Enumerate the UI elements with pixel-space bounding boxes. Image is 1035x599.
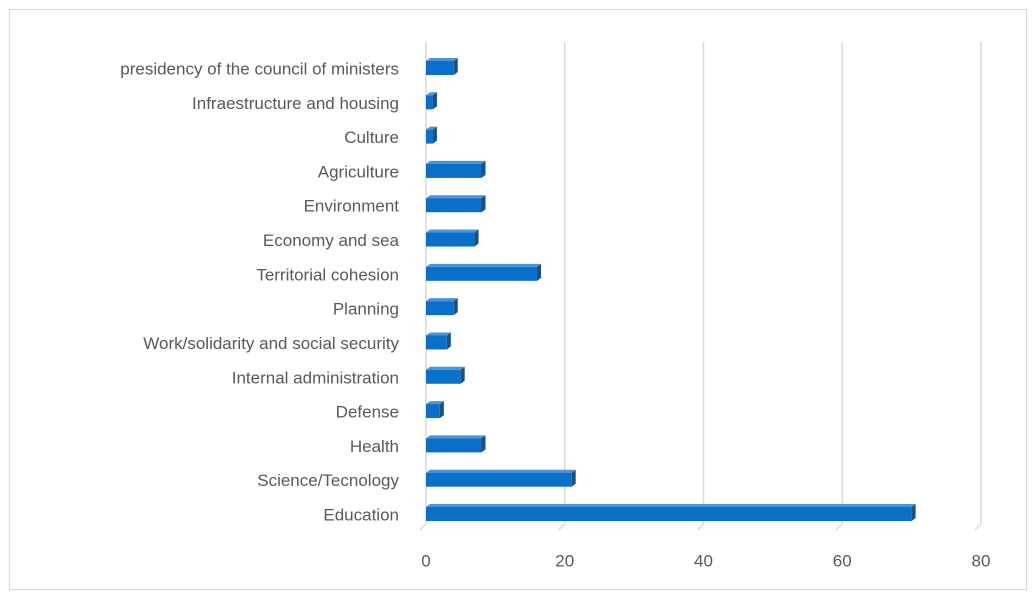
bar — [426, 332, 451, 350]
bar-top — [426, 401, 444, 405]
y-tick-label: Work/solidarity and social security — [143, 334, 399, 353]
bar-face — [426, 404, 440, 419]
bar-face — [426, 369, 461, 384]
bar-top — [426, 469, 576, 473]
bar-side — [460, 366, 465, 384]
bar-face — [426, 266, 537, 281]
y-tick-label: Health — [350, 437, 399, 456]
bar-face — [426, 61, 454, 75]
bar-top — [426, 160, 486, 164]
bar-face — [426, 507, 912, 521]
bar — [426, 160, 486, 178]
bar-top — [426, 195, 486, 199]
x-tick-label: 20 — [555, 551, 574, 570]
bar-top — [426, 92, 437, 96]
bar-top — [426, 263, 541, 267]
bar — [426, 298, 458, 316]
y-tick-label: Environment — [304, 197, 400, 216]
bar — [426, 126, 437, 144]
bar-top — [426, 126, 437, 130]
x-tick-label: 60 — [833, 551, 852, 570]
bar-side — [571, 469, 576, 487]
bar-top — [426, 504, 916, 507]
bar-side — [537, 263, 541, 281]
bar — [426, 504, 916, 521]
bar — [426, 195, 486, 213]
bar-side — [453, 58, 458, 75]
y-tick-label: Culture — [344, 128, 399, 147]
bar-top — [426, 332, 451, 336]
grid-foot — [558, 523, 566, 531]
bar-side — [481, 160, 486, 178]
bar-face — [426, 95, 433, 110]
y-tick-label: Agriculture — [318, 162, 399, 181]
y-tick-label: Internal administration — [232, 368, 399, 387]
bar — [426, 92, 437, 110]
x-tick-label: 80 — [972, 551, 991, 570]
bar — [426, 469, 576, 487]
bar — [426, 435, 486, 453]
bar-face — [426, 163, 482, 178]
bar — [426, 229, 479, 247]
bar — [426, 401, 444, 419]
bar-face — [426, 301, 454, 316]
grid-foot — [696, 523, 705, 531]
bar-face — [426, 129, 433, 144]
bar-face — [426, 438, 482, 453]
bar — [426, 263, 541, 281]
grid-foot — [419, 523, 427, 531]
bar-side — [453, 298, 458, 316]
bar-side — [474, 229, 479, 247]
y-tick-label: Defense — [336, 403, 399, 422]
y-tick-label: Science/Tecnology — [257, 471, 399, 490]
bar-side — [432, 126, 437, 144]
chart-border — [9, 9, 1027, 590]
x-tick-label: 0 — [421, 551, 430, 570]
y-tick-label: Infraestructure and housing — [192, 94, 399, 113]
y-tick-label: Economy and sea — [263, 231, 400, 250]
bar-side — [481, 195, 486, 213]
bar-top — [426, 435, 486, 439]
bar-top — [426, 298, 458, 302]
y-tick-label: Planning — [333, 300, 399, 319]
bar-top — [426, 229, 479, 233]
bar — [426, 58, 458, 75]
bar-top — [426, 366, 465, 370]
bar-top — [426, 58, 458, 61]
grid-foot — [974, 523, 982, 531]
bar-face — [426, 472, 572, 487]
y-tick-label: Territorial cohesion — [256, 265, 399, 284]
bar — [426, 366, 465, 384]
bar-side — [481, 435, 486, 453]
bar-face — [426, 232, 475, 247]
bar-side — [439, 401, 444, 419]
bar-side — [432, 92, 437, 110]
y-tick-label: presidency of the council of ministers — [120, 59, 399, 78]
bar-face — [426, 335, 447, 350]
x-tick-label: 40 — [694, 551, 713, 570]
bar-side — [911, 504, 916, 521]
bar-face — [426, 198, 482, 213]
y-tick-label: Education — [323, 505, 399, 524]
grid-foot — [835, 523, 843, 531]
bar-side — [446, 332, 451, 350]
